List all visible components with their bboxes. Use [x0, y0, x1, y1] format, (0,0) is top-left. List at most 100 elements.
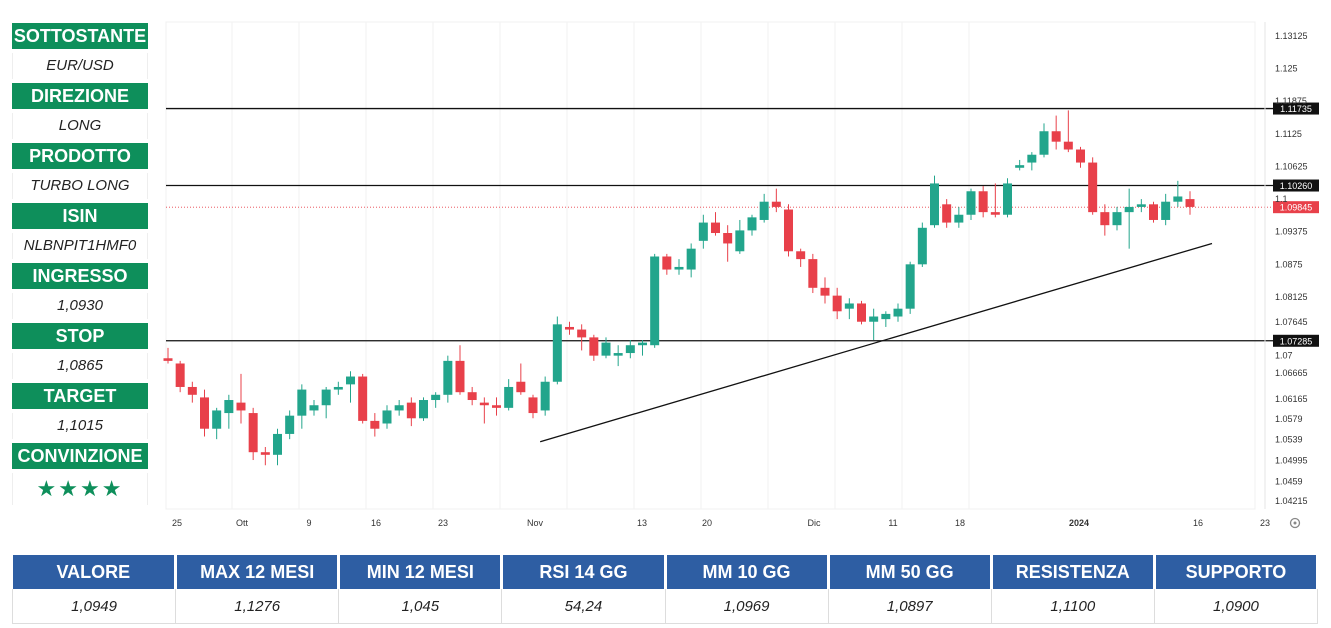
stats-table: VALORE MAX 12 MESI MIN 12 MESI RSI 14 GG MM …: [11, 555, 1320, 624]
level-label: 1.11735: [1280, 104, 1312, 114]
candle: [905, 261, 915, 314]
candle: [698, 214, 708, 249]
stats-values-row: 1,0949 1,1276 1,045 54,24 1,0969 1,0897 1,1100…: [11, 589, 1319, 624]
sidebar-label: SOTTOSTANTE: [12, 23, 148, 49]
candle: [577, 324, 587, 351]
candle: [479, 397, 489, 424]
stats-value: 1,0969: [665, 589, 829, 624]
x-tick-label: Nov: [527, 518, 544, 528]
level-badge: [1273, 179, 1319, 192]
candle: [930, 175, 939, 228]
candle: [784, 204, 793, 257]
candle: [540, 376, 550, 416]
sidebar-label: ISIN: [12, 203, 148, 229]
candle: [589, 334, 599, 361]
candle: [881, 311, 891, 327]
candle: [370, 413, 380, 437]
y-tick-label: 1.0579: [1275, 414, 1303, 424]
candle: [796, 248, 806, 267]
sidebar-label: TARGET: [12, 383, 148, 409]
stats-header: MAX 12 MESI: [175, 555, 341, 589]
candle: [832, 287, 842, 320]
candle: [406, 397, 416, 427]
trendline-layer: [539, 242, 1213, 443]
candle: [893, 303, 903, 322]
candle: [1027, 152, 1037, 171]
sidebar-value: NLBNPIT1HMF0: [12, 233, 148, 259]
level-label: 1.10260: [1280, 181, 1313, 191]
y-tick-label: 1.13125: [1275, 31, 1308, 41]
candle: [382, 405, 392, 429]
stats-header: RSI 14 GG: [501, 555, 667, 589]
candle: [1136, 199, 1146, 213]
y-tick-label: 1.125: [1275, 64, 1298, 74]
candle: [236, 373, 246, 424]
stats-header: MM 10 GG: [665, 555, 830, 589]
candle: [516, 363, 526, 395]
candle: [455, 345, 465, 395]
candle: [1039, 123, 1049, 158]
sidebar-value: 1,1015: [12, 413, 148, 439]
x-tick-label: 18: [955, 518, 965, 528]
stats-value: 1,1100: [991, 589, 1155, 624]
candle: [273, 428, 282, 466]
candle: [1173, 180, 1183, 207]
candle: [1149, 201, 1158, 223]
candle: [431, 392, 441, 408]
candle: [200, 389, 209, 437]
price-chart: 1.11735 1.10260 1.09845 1.07285 1.13125 1.12…: [163, 21, 1319, 529]
candle: [212, 407, 222, 440]
candle: [1161, 193, 1171, 226]
candle: [1051, 115, 1061, 150]
candle: [1015, 159, 1025, 171]
x-tick-label: 9: [306, 518, 311, 528]
level-label: 1.07285: [1280, 336, 1313, 346]
x-tick-label: 20: [702, 518, 712, 528]
candle: [759, 193, 769, 223]
candle: [1076, 146, 1085, 168]
settings-icon[interactable]: [1289, 517, 1301, 529]
y-tick-label: 1.10625: [1275, 161, 1308, 171]
stats-header: SUPPORTO: [1154, 555, 1320, 589]
x-tick-label: Dic: [808, 518, 821, 528]
candle: [492, 397, 501, 416]
candle: [248, 407, 258, 461]
candle: [394, 400, 404, 416]
y-tick-label: 1.09375: [1275, 227, 1308, 237]
x-tick-label: 11: [888, 518, 897, 528]
stats-value: 1,0897: [828, 589, 992, 624]
candle: [844, 298, 854, 320]
candle: [625, 339, 635, 359]
candle: [638, 339, 647, 356]
sidebar-label: INGRESSO: [12, 263, 148, 289]
candle: [601, 337, 611, 359]
trendline: [539, 242, 1213, 443]
candle: [1100, 204, 1110, 236]
candle: [747, 214, 757, 236]
horizontal-levels: 1.11735 1.10260 1.09845 1.07285: [166, 102, 1319, 347]
y-tick-label: 1.0459: [1275, 476, 1303, 486]
candle: [467, 386, 477, 406]
stats-value: 1,1276: [175, 589, 340, 624]
stats-value: 1,045: [338, 589, 503, 624]
y-tick-label: 1.1125: [1275, 129, 1302, 139]
candle: [942, 199, 952, 228]
candles-layer: [163, 110, 1195, 466]
candle: [419, 397, 428, 421]
level-badge: [1273, 102, 1319, 115]
candle: [1124, 188, 1134, 249]
sidebar-label: CONVINZIONE: [12, 443, 148, 469]
candle: [917, 222, 927, 267]
x-tick-label: 23: [438, 518, 448, 528]
level-badge: [1273, 334, 1319, 347]
level-label: 1.09845: [1280, 203, 1313, 213]
candle: [1112, 206, 1122, 231]
candle: [978, 186, 988, 218]
chart-grid: [165, 21, 1256, 510]
candle: [966, 188, 976, 220]
candle: [504, 379, 514, 411]
candle: [1063, 110, 1073, 153]
x-tick-label: 16: [371, 518, 381, 528]
x-tick-label: 23: [1260, 518, 1270, 528]
y-tick-label: 1.0875: [1275, 259, 1303, 269]
